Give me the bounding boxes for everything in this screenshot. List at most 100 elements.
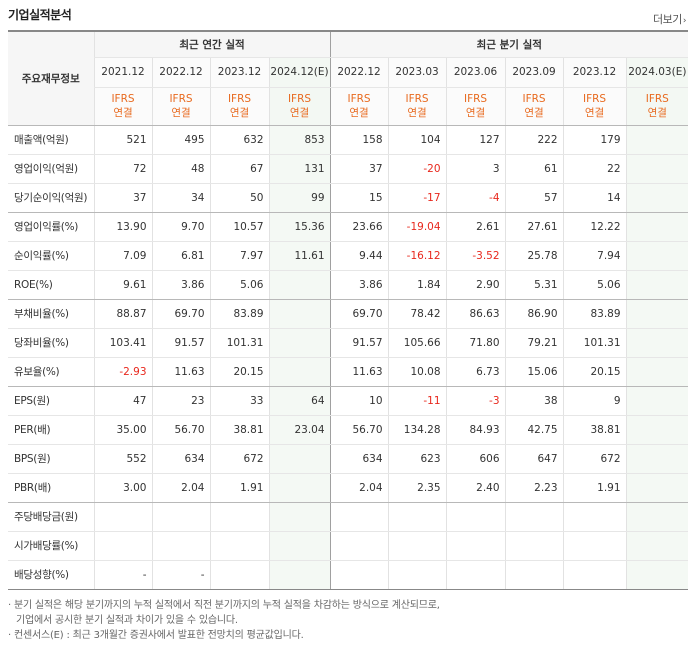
table-row: 유보율(%) -2.93 11.63 20.15 11.63 10.08 6.73 15.06… — [8, 357, 689, 387]
footnotes: · 분기 실적은 해당 분기까지의 누적 실적에서 직전 분기까지의 누적 실적… — [8, 598, 440, 643]
row-label: EPS(원) — [8, 386, 94, 416]
value-cell: 131 — [268, 154, 331, 184]
ifrs-line1: IFRS — [645, 93, 669, 105]
value-cell: 158 — [329, 125, 389, 155]
value-cell: 83.89 — [209, 299, 269, 329]
value-cell: 83.89 — [562, 299, 627, 329]
value-cell — [625, 386, 689, 416]
ifrs-line1: IFRS — [347, 93, 371, 105]
value-cell: 56.70 — [151, 415, 210, 445]
value-cell: 5.06 — [562, 270, 627, 300]
financial-table: 주요재무정보 최근 연간 실적 최근 분기 실적 2021.12 2022.12 2… — [8, 30, 689, 590]
value-cell: 127 — [445, 125, 506, 155]
ifrs-line2: 연결 — [647, 107, 667, 119]
value-cell: 64 — [268, 386, 331, 416]
row-label: 주당배당금(원) — [8, 502, 94, 532]
value-cell — [625, 328, 689, 358]
more-link[interactable]: 더보기› — [653, 11, 687, 27]
value-cell: 105.66 — [387, 328, 447, 358]
value-cell: 34 — [151, 183, 210, 213]
value-cell: 101.31 — [562, 328, 627, 358]
value-cell: 9.44 — [329, 241, 389, 271]
value-cell: 6.73 — [445, 357, 506, 387]
table-row: 부채비율(%) 88.87 69.70 83.89 69.70 78.42 86.63 86.… — [8, 299, 689, 329]
value-cell: -4 — [445, 183, 506, 213]
value-cell — [268, 328, 331, 358]
value-cell — [268, 502, 331, 532]
value-cell — [445, 560, 506, 590]
value-cell: 91.57 — [329, 328, 389, 358]
value-cell — [625, 183, 689, 213]
value-cell: 99 — [268, 183, 331, 213]
more-label: 더보기 — [653, 13, 682, 26]
value-cell: - — [151, 560, 210, 590]
value-cell: -3.52 — [445, 241, 506, 271]
value-cell: 634 — [151, 444, 210, 474]
value-cell — [625, 560, 689, 590]
value-cell — [151, 531, 210, 561]
annual-header: 최근 연간 실적 — [93, 30, 331, 58]
value-cell: 38 — [504, 386, 564, 416]
value-cell: 2.90 — [445, 270, 506, 300]
value-cell: 37 — [93, 183, 152, 213]
value-cell: 101.31 — [209, 328, 269, 358]
value-cell: 10.08 — [387, 357, 447, 387]
value-cell: 61 — [504, 154, 564, 184]
ifrs-label: IFRS 연결 — [329, 87, 389, 126]
row-label: 순이익률(%) — [8, 241, 94, 271]
value-cell — [387, 502, 447, 532]
table-row: 순이익률(%) 7.09 6.81 7.97 11.61 9.44 -16.12 -3.52 2… — [8, 241, 689, 271]
value-cell: 72 — [93, 154, 152, 184]
period-header: 2021.12 — [93, 57, 152, 88]
section-title: 기업실적분석 — [8, 8, 72, 22]
ifrs-label: IFRS 연결 — [268, 87, 331, 126]
value-cell: 86.63 — [445, 299, 506, 329]
value-cell — [209, 560, 269, 590]
value-cell: 78.42 — [387, 299, 447, 329]
row-label: ROE(%) — [8, 270, 94, 300]
period-header: 2022.12 — [151, 57, 210, 88]
value-cell: 5.31 — [504, 270, 564, 300]
value-cell — [387, 531, 447, 561]
table-row: PER(배) 35.00 56.70 38.81 23.04 56.70 134.28 84.… — [8, 415, 689, 445]
value-cell: 2.40 — [445, 473, 506, 503]
value-cell: 23.66 — [329, 212, 389, 242]
value-cell: 606 — [445, 444, 506, 474]
value-cell: 104 — [387, 125, 447, 155]
value-cell: -2.93 — [93, 357, 152, 387]
ifrs-label: IFRS 연결 — [562, 87, 627, 126]
ifrs-line1: IFRS — [287, 93, 312, 105]
value-cell: 13.90 — [93, 212, 152, 242]
value-cell: 27.61 — [504, 212, 564, 242]
value-cell: 3.86 — [329, 270, 389, 300]
value-cell: 69.70 — [151, 299, 210, 329]
quarter-header: 최근 분기 실적 — [329, 30, 689, 58]
ifrs-line1: IFRS — [405, 93, 429, 105]
ifrs-line2: 연결 — [465, 107, 486, 119]
value-cell: 7.97 — [209, 241, 269, 271]
ifrs-line2: 연결 — [229, 107, 250, 119]
value-cell: 86.90 — [504, 299, 564, 329]
value-cell: 3.00 — [93, 473, 152, 503]
table-row: 매출액(억원) 521 495 632 853 158 104 127 222 179 — [8, 125, 689, 155]
ifrs-label: IFRS 연결 — [151, 87, 210, 126]
period-header: 2024.03(E) — [625, 57, 689, 88]
value-cell: 50 — [209, 183, 269, 213]
value-cell — [625, 212, 689, 242]
value-cell: 37 — [329, 154, 389, 184]
table-row: 영업이익(억원) 72 48 67 131 37 -20 3 61 22 — [8, 154, 689, 184]
ifrs-line1: IFRS — [227, 93, 252, 105]
value-cell: 11.63 — [329, 357, 389, 387]
value-cell — [268, 357, 331, 387]
value-cell — [151, 502, 210, 532]
value-cell: -20 — [387, 154, 447, 184]
period-header: 2023.09 — [504, 57, 564, 88]
value-cell — [93, 531, 152, 561]
ifrs-label: IFRS 연결 — [504, 87, 564, 126]
value-cell — [625, 444, 689, 474]
ifrs-line2: 연결 — [584, 107, 605, 119]
value-cell — [625, 502, 689, 532]
period-header: 2023.03 — [387, 57, 447, 88]
period-header: 2023.06 — [445, 57, 506, 88]
value-cell — [268, 270, 331, 300]
